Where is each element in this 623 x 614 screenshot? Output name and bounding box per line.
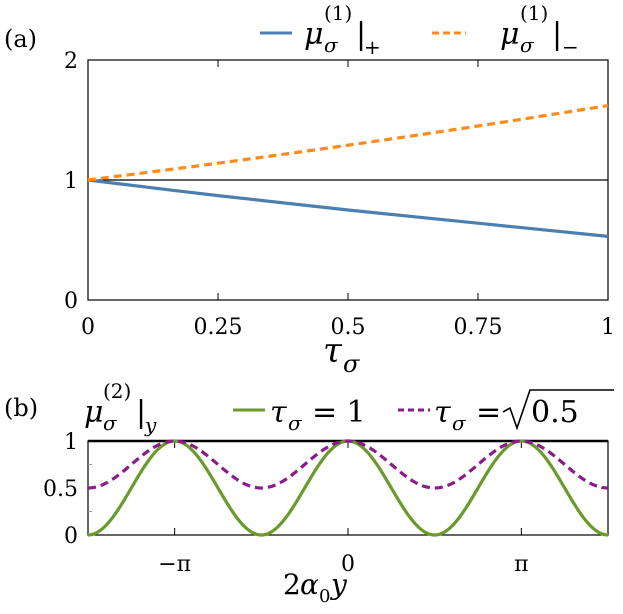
- svg-text:σ: σ: [324, 33, 339, 57]
- svg-text:2: 2: [283, 568, 301, 601]
- panel-a-legend: μ σ (1) | + μ σ (1) | −: [260, 1, 579, 59]
- svg-text:σ: σ: [520, 33, 535, 57]
- panel-a-ytick-label: 2: [64, 49, 78, 74]
- svg-text:σ: σ: [103, 411, 118, 435]
- svg-text:y: y: [144, 413, 157, 437]
- svg-text:= 1: = 1: [312, 395, 366, 430]
- panel-a-ytick-label: 0: [64, 289, 78, 314]
- panel-a-series-1: [87, 104, 609, 182]
- panel-b-ytick-label: 1: [64, 430, 78, 455]
- svg-text:|: |: [136, 395, 146, 430]
- panel-b-ytick-label: 0: [64, 524, 78, 549]
- panel-b-xtick-label: π: [514, 552, 528, 577]
- panel-b-series-1: [87, 439, 609, 490]
- panel-a-xtick-label: 1: [601, 315, 615, 340]
- panel-b-series: [87, 439, 609, 537]
- svg-text:y: y: [329, 568, 348, 601]
- svg-text:τ: τ: [434, 395, 451, 430]
- svg-text:τ: τ: [323, 331, 343, 371]
- legend-label-tau-1: τ σ = 1: [270, 395, 366, 435]
- svg-text:σ: σ: [343, 350, 360, 378]
- svg-text:(1): (1): [520, 1, 548, 25]
- panel-b-label: (b): [4, 394, 38, 422]
- panel-b-ytick-label: 0.5: [43, 477, 78, 502]
- svg-text:μ: μ: [500, 17, 520, 52]
- panel-b-xtick-label: −π: [158, 552, 191, 577]
- svg-text:=: =: [476, 395, 501, 430]
- svg-text:|: |: [356, 17, 366, 52]
- panel-a-xtick-label: 0.25: [194, 315, 243, 340]
- panel-a-xtick-label: 0.75: [454, 315, 503, 340]
- panel-a-xtick-label: 0: [81, 315, 95, 340]
- svg-text:0: 0: [319, 586, 330, 607]
- svg-text:0.5: 0.5: [531, 395, 579, 430]
- panel-b: (b) μ σ (2) | y τ σ = 1 τ σ = 0.5: [4, 379, 614, 607]
- panel-a-ytick-label: 1: [64, 169, 78, 194]
- svg-text:τ: τ: [270, 395, 287, 430]
- panel-b-legend: τ σ = 1 τ σ = 0.5: [233, 389, 614, 435]
- legend-label-tau-sqrt: τ σ = 0.5: [434, 389, 614, 435]
- panel-a-series-0: [87, 178, 609, 238]
- panel-a-series: [87, 104, 609, 238]
- svg-text:−: −: [562, 35, 579, 59]
- panel-a-xlabel: τ σ: [323, 331, 360, 378]
- panel-a-xtick-label: 0.5: [331, 315, 366, 340]
- legend-label-mu1-plus: μ σ (1) | +: [304, 1, 381, 59]
- panel-a-label: (a): [4, 25, 37, 53]
- svg-text:σ: σ: [452, 411, 467, 435]
- legend-label-mu1-minus: μ σ (1) | −: [500, 1, 579, 59]
- svg-text:(2): (2): [103, 379, 131, 403]
- panel-b-ylabel: μ σ (2) | y: [84, 379, 157, 437]
- svg-text:μ: μ: [84, 395, 104, 430]
- panel-b-xtick-label: 0: [341, 552, 355, 577]
- svg-text:+: +: [364, 35, 381, 59]
- svg-text:μ: μ: [304, 17, 324, 52]
- svg-text:σ: σ: [288, 411, 303, 435]
- svg-text:α: α: [300, 568, 319, 601]
- panel-a: (a) μ σ (1) | + μ σ (1) | − 0 0.2: [4, 1, 615, 378]
- svg-text:(1): (1): [324, 1, 352, 25]
- svg-text:|: |: [552, 17, 562, 52]
- panel-a-tick-labels: 0 0.25 0.5 0.75 1 0 1 2: [64, 49, 615, 340]
- panel-b-xlabel: 2 α 0 y: [283, 568, 348, 607]
- panel-b-tick-labels: −π 0 π 0 0.5 1: [43, 430, 529, 577]
